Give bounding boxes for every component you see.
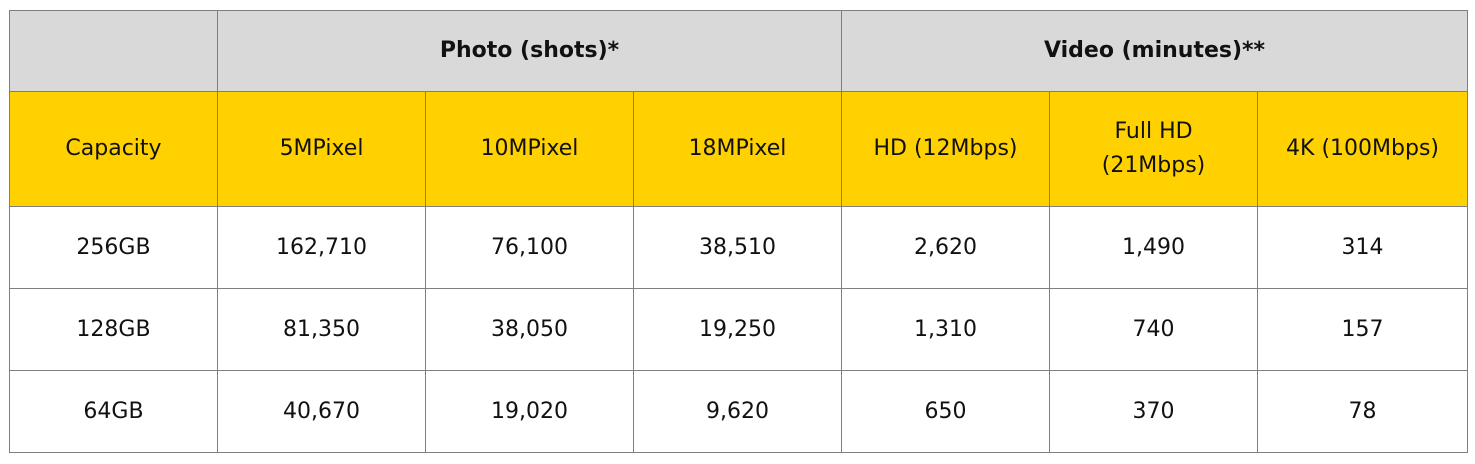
table-cell: 314 xyxy=(1257,206,1469,289)
column-header-4k: 4K (100Mbps) xyxy=(1257,91,1469,207)
table-cell: 740 xyxy=(1049,288,1259,371)
table-cell: 162,710 xyxy=(217,206,426,289)
column-header-row: Capacity 5MPixel 10MPixel 18MPixel HD (1… xyxy=(9,91,1469,207)
table-cell: 1,490 xyxy=(1049,206,1259,289)
column-header-hd: HD (12Mbps) xyxy=(841,91,1051,207)
capacity-table: Photo (shots)* Video (minutes)** Capacit… xyxy=(9,10,1469,453)
capacity-cell: 128GB xyxy=(9,288,218,371)
video-group-header: Video (minutes)** xyxy=(841,10,1469,92)
corner-cell xyxy=(9,10,218,92)
table-cell: 38,050 xyxy=(425,288,634,371)
column-header-10mpixel: 10MPixel xyxy=(425,91,634,207)
column-header-capacity: Capacity xyxy=(9,91,218,207)
table-cell: 76,100 xyxy=(425,206,634,289)
table-row: 64GB 40,670 19,020 9,620 650 370 78 xyxy=(9,370,1469,453)
column-header-full-hd: Full HD (21Mbps) xyxy=(1049,91,1259,207)
table-cell: 157 xyxy=(1257,288,1469,371)
table-cell: 9,620 xyxy=(632,370,843,453)
table-cell: 78 xyxy=(1257,370,1469,453)
table-cell: 650 xyxy=(841,370,1051,453)
table-cell: 370 xyxy=(1049,370,1259,453)
capacity-cell: 64GB xyxy=(9,370,218,453)
table-cell: 19,250 xyxy=(632,288,843,371)
table-cell: 81,350 xyxy=(217,288,426,371)
table-cell: 40,670 xyxy=(217,370,426,453)
photo-group-header: Photo (shots)* xyxy=(216,10,843,92)
table-cell: 2,620 xyxy=(841,206,1051,289)
table-row: 256GB 162,710 76,100 38,510 2,620 1,490 … xyxy=(9,206,1469,289)
table-cell: 38,510 xyxy=(632,206,843,289)
table-cell: 19,020 xyxy=(425,370,634,453)
column-header-18mpixel: 18MPixel xyxy=(632,91,843,207)
table-row: 128GB 81,350 38,050 19,250 1,310 740 157 xyxy=(9,288,1469,371)
column-header-5mpixel: 5MPixel xyxy=(217,91,426,207)
table-cell: 1,310 xyxy=(841,288,1051,371)
capacity-cell: 256GB xyxy=(9,206,218,289)
group-header-row: Photo (shots)* Video (minutes)** xyxy=(9,10,1469,92)
